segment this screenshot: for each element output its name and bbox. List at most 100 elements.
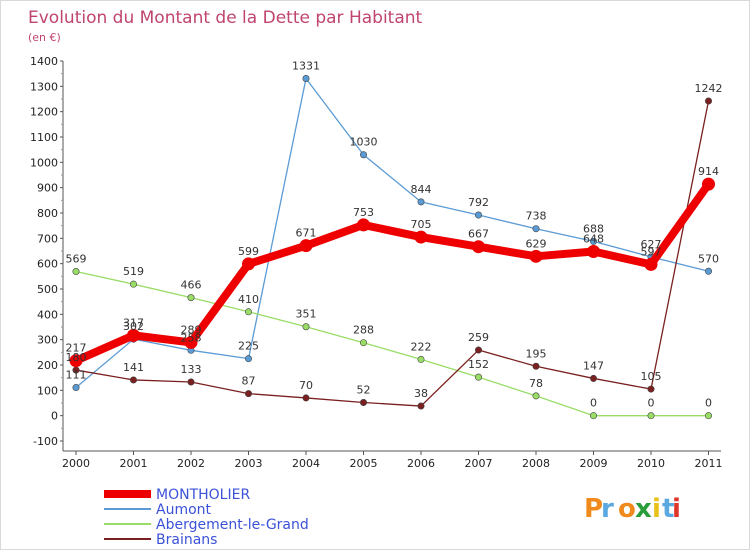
axes: -100010020030040050060070080090010001100… — [30, 55, 723, 470]
data-label: 599 — [238, 245, 259, 258]
data-label: 738 — [526, 210, 547, 223]
data-label: 1242 — [695, 82, 723, 95]
data-point — [704, 412, 712, 420]
y-tick-label: 300 — [37, 334, 58, 347]
data-point — [242, 257, 255, 271]
legend-label: Brainans — [156, 532, 217, 548]
y-tick-label: 0 — [51, 410, 58, 423]
series-line-abergement-le-grand — [75, 270, 710, 417]
x-tick-label: 2003 — [235, 457, 263, 470]
chart-subtitle: (en €) — [28, 31, 61, 44]
data-label: 627 — [641, 238, 662, 251]
x-tick-label: 2000 — [62, 457, 90, 470]
data-point — [359, 339, 367, 347]
data-label: 258 — [181, 331, 202, 344]
series-line-aumont — [75, 77, 710, 389]
x-tick-label: 2006 — [407, 457, 435, 470]
data-point — [359, 398, 367, 406]
y-tick-label: 1400 — [30, 55, 58, 68]
data-point — [69, 354, 83, 368]
series-line-montholier — [72, 180, 713, 365]
logo-letter: t — [662, 494, 674, 524]
data-label: 519 — [123, 265, 144, 278]
y-tick-label: 700 — [37, 232, 58, 245]
data-point — [704, 97, 712, 105]
data-label: 667 — [468, 228, 489, 241]
data-label: 180 — [66, 351, 87, 364]
data-label: 225 — [238, 340, 259, 353]
y-tick-label: 800 — [37, 207, 58, 220]
data-label: 753 — [353, 206, 374, 219]
data-point — [245, 390, 253, 398]
y-tick-label: 1000 — [30, 156, 58, 169]
data-point — [587, 245, 600, 259]
data-label: 78 — [529, 377, 543, 390]
data-point — [417, 198, 425, 206]
x-tick-label: 2011 — [695, 457, 723, 470]
data-label: 111 — [66, 369, 87, 382]
series-line-brainans — [75, 100, 710, 407]
data-label: 1030 — [350, 136, 378, 149]
data-label: 87 — [242, 375, 256, 388]
data-point — [589, 237, 597, 245]
logo-letter: r — [601, 494, 614, 524]
data-label: 133 — [181, 363, 202, 376]
x-tick-label: 2004 — [292, 457, 320, 470]
data-point — [532, 362, 540, 370]
data-point — [72, 268, 80, 276]
data-label: 38 — [414, 387, 428, 400]
data-point — [299, 239, 313, 253]
data-point — [130, 376, 138, 384]
data-labels: 111 302 258 225 1331 1030 844 792 738 688 627 570 56… — [66, 59, 723, 409]
data-point — [589, 412, 597, 420]
data-label: 410 — [238, 293, 259, 306]
logo-letter: i — [672, 494, 681, 524]
data-label: 217 — [66, 342, 87, 355]
data-label: 105 — [641, 370, 662, 383]
data-label: 222 — [411, 340, 432, 353]
data-label: 844 — [411, 183, 432, 196]
data-point — [359, 151, 367, 159]
data-point — [474, 211, 482, 219]
y-tick-label: 1200 — [30, 106, 58, 119]
x-tick-label: 2008 — [522, 457, 550, 470]
data-label: 152 — [468, 358, 489, 371]
data-point — [474, 346, 482, 354]
chart-title: Evolution du Montant de la Dette par Hab… — [28, 8, 423, 28]
data-point — [357, 218, 370, 232]
data-point — [302, 74, 310, 82]
data-label: 914 — [698, 165, 719, 178]
data-point — [644, 257, 658, 271]
x-tick-label: 2002 — [177, 457, 205, 470]
data-label: 195 — [526, 347, 547, 360]
data-label: 351 — [296, 308, 317, 321]
data-label: 0 — [590, 397, 597, 410]
data-label: 1331 — [292, 59, 320, 72]
y-tick-label: 900 — [37, 182, 58, 195]
proxiti-logo: Pr o x i ti — [584, 494, 681, 524]
logo-letter: P — [584, 494, 603, 524]
data-point — [589, 374, 597, 382]
legend-label: MONTHOLIER — [156, 487, 250, 503]
data-label: 317 — [123, 316, 144, 329]
data-label: 147 — [583, 359, 604, 372]
data-point — [474, 373, 482, 381]
data-label: 569 — [66, 253, 87, 266]
data-point — [532, 392, 540, 400]
data-point — [647, 412, 655, 420]
data-point — [417, 402, 425, 410]
legend-label: Abergement-le-Grand — [156, 517, 309, 533]
data-label: 629 — [526, 237, 547, 250]
data-point — [414, 230, 428, 244]
legend: MONTHOLIERAumontAbergement-le-GrandBrain… — [104, 487, 309, 548]
data-point — [187, 378, 195, 386]
data-point — [245, 308, 253, 316]
data-point — [472, 240, 485, 254]
y-tick-label: 600 — [37, 258, 58, 271]
data-label: 792 — [468, 196, 489, 209]
x-tick-label: 2007 — [465, 457, 493, 470]
data-point — [127, 328, 140, 342]
data-label: 671 — [296, 227, 317, 240]
data-point — [130, 280, 138, 288]
